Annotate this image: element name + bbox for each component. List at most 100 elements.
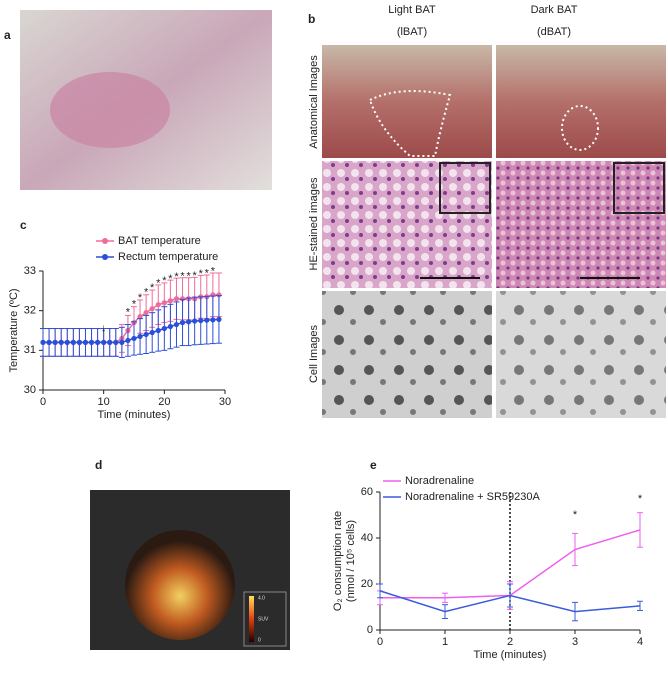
animal	[50, 72, 170, 148]
point	[204, 317, 210, 323]
y-tick-label: 0	[367, 624, 373, 636]
x-tick-label: 10	[98, 396, 110, 408]
point	[216, 316, 222, 322]
point	[155, 327, 161, 334]
point	[161, 325, 167, 332]
row-label: HE-stained images	[308, 177, 320, 270]
pet-signal	[125, 530, 235, 640]
annotation: *	[132, 299, 137, 311]
annotation: *	[199, 268, 204, 280]
outline	[368, 90, 452, 157]
colorbar-label: 0	[258, 637, 261, 643]
photo-cells	[496, 291, 666, 418]
legend-label: Noradrenaline	[405, 475, 474, 487]
point	[107, 339, 113, 345]
y-tick-label: 31	[24, 344, 36, 356]
point	[70, 339, 76, 345]
column-header: Light BAT	[388, 4, 436, 16]
annotation: *	[193, 270, 198, 282]
annotation: *	[186, 270, 191, 282]
photo-cells	[322, 291, 492, 418]
annotation: *	[150, 282, 155, 294]
x-tick-label: 30	[219, 396, 231, 408]
point	[161, 300, 167, 306]
y-axis-label: O₂ consumption rate	[332, 511, 344, 611]
legend-marker	[102, 254, 108, 260]
y-tick-label: 60	[361, 486, 373, 498]
point	[210, 317, 216, 323]
legend-label: Noradrenaline + SR59230A	[405, 491, 541, 503]
row-label: Anatomical Images	[308, 55, 320, 149]
x-tick-label: 3	[572, 636, 578, 648]
outline	[561, 105, 599, 151]
point	[131, 335, 137, 342]
x-tick-label: 4	[637, 636, 643, 648]
photo-anatomy	[322, 45, 492, 158]
colorbar	[249, 596, 254, 642]
inset	[439, 162, 491, 214]
panel-label: e	[370, 458, 377, 472]
panel-label: c	[20, 218, 27, 232]
panel-label: a	[4, 28, 11, 42]
annotation: *	[180, 270, 185, 282]
annotation: *	[174, 271, 179, 283]
point	[88, 339, 95, 345]
column-header: Dark BAT	[531, 4, 578, 16]
point	[64, 339, 70, 345]
point	[143, 331, 149, 338]
x-axis-label: Time (minutes)	[98, 409, 171, 421]
annotation: *	[638, 493, 643, 505]
annotation: *	[168, 273, 173, 285]
annotation: *	[211, 266, 216, 278]
legend-marker	[102, 238, 108, 244]
point	[76, 339, 82, 345]
point	[101, 339, 107, 345]
x-axis-label: Time (minutes)	[474, 649, 547, 661]
point	[192, 318, 198, 324]
panel-label: d	[95, 458, 102, 472]
point	[137, 333, 143, 340]
point	[119, 339, 125, 345]
point	[125, 337, 131, 344]
y-tick-label: 30	[24, 384, 36, 396]
point	[173, 321, 180, 328]
x-tick-label: 20	[158, 396, 170, 408]
legend-label: Rectum temperature	[118, 251, 218, 263]
point	[149, 329, 155, 336]
annotation: *	[144, 287, 149, 299]
point	[155, 302, 161, 308]
y-tick-label: 33	[24, 265, 36, 277]
point	[143, 310, 149, 316]
x-tick-label: 1	[442, 636, 448, 648]
colorbar-label: 4.0	[258, 595, 265, 601]
y-tick-label: 20	[361, 578, 373, 590]
point	[137, 314, 143, 320]
point	[58, 339, 64, 345]
point	[167, 298, 173, 304]
x-tick-label: 0	[377, 636, 383, 648]
annotation: *	[162, 275, 167, 287]
series-line	[379, 590, 641, 613]
point	[179, 319, 186, 326]
inset	[613, 162, 665, 214]
point	[113, 339, 119, 345]
photo-anatomy	[496, 45, 666, 158]
colorbar-box	[243, 591, 287, 647]
y-tick-label: 40	[361, 532, 373, 544]
y-tick-label: 32	[24, 305, 36, 317]
annotation: *	[205, 268, 210, 280]
y-axis-label: (nmol / 10⁵ cells)	[345, 520, 357, 602]
point	[198, 317, 204, 324]
x-tick-label: 2	[507, 636, 513, 648]
annotation: *	[573, 509, 578, 521]
annotation: ↓	[101, 322, 107, 334]
panel-label: b	[308, 12, 315, 26]
row-label: Cell Images	[308, 324, 320, 383]
x-tick-label: 0	[40, 396, 46, 408]
point	[216, 292, 222, 298]
annotation: *	[156, 278, 161, 290]
point	[46, 339, 52, 345]
series-line	[43, 318, 219, 344]
